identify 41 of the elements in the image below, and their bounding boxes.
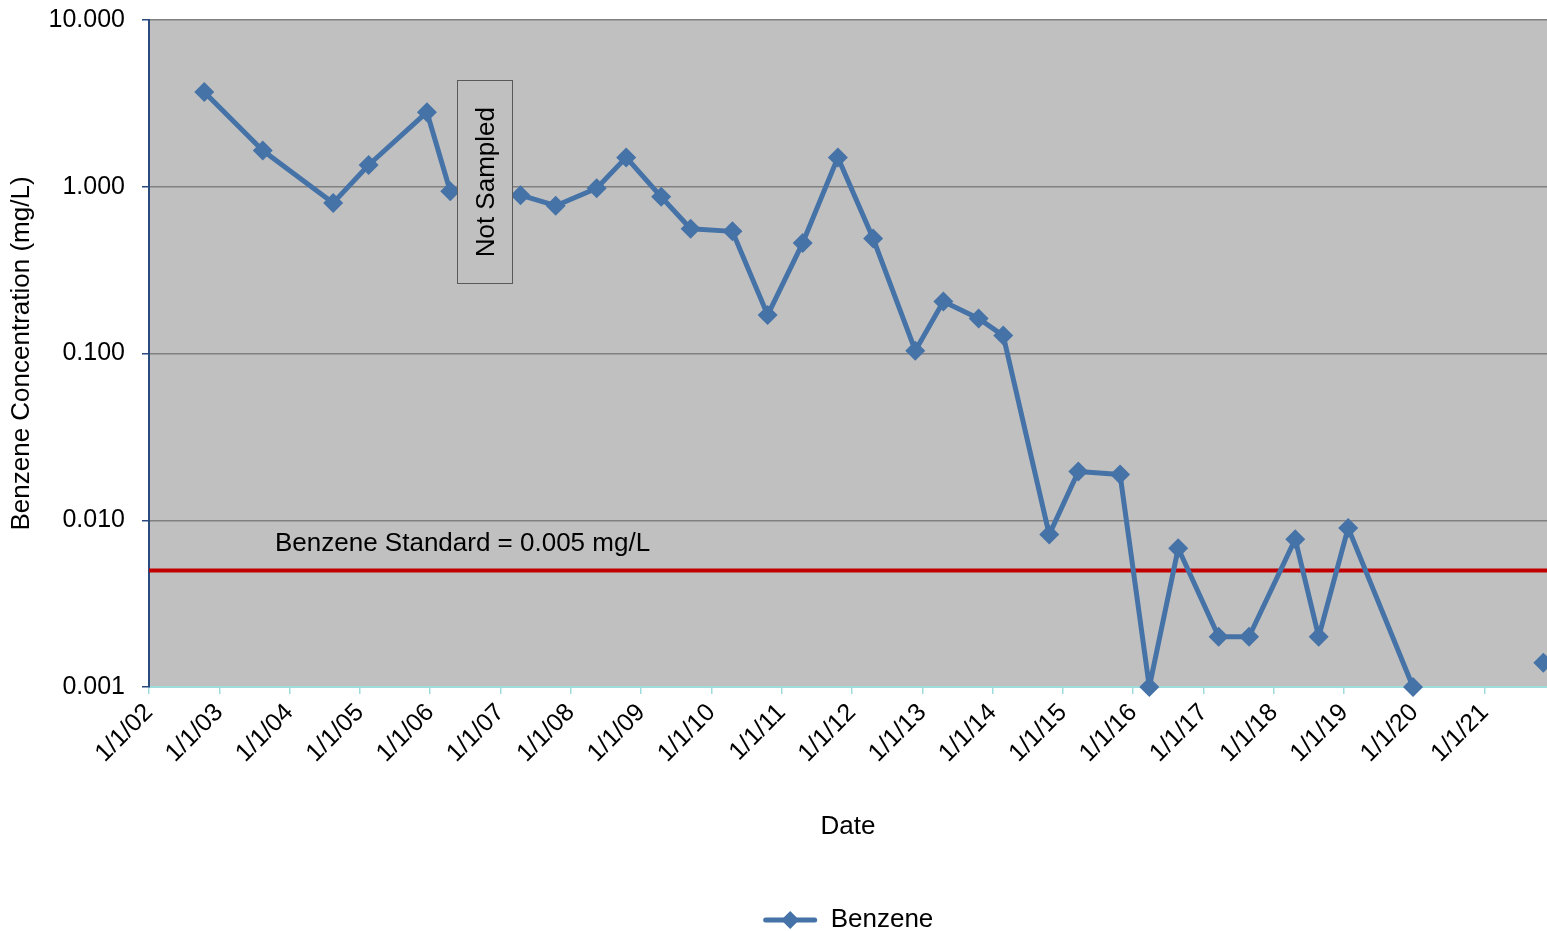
point	[792, 232, 813, 253]
x-axis-title: Date	[820, 809, 876, 840]
point	[545, 195, 566, 216]
point	[933, 291, 954, 312]
point	[1208, 626, 1229, 647]
note-box: Not Sampled	[457, 80, 514, 285]
point	[586, 178, 607, 199]
ref-line-label: Benzene Standard = 0.005 mg/L	[275, 526, 651, 557]
point	[1068, 461, 1089, 482]
point	[252, 140, 273, 161]
point	[1139, 677, 1160, 697]
point	[1403, 677, 1424, 697]
point	[1338, 517, 1359, 538]
point	[358, 155, 379, 176]
point	[1168, 538, 1189, 559]
point	[757, 305, 778, 326]
point	[323, 192, 344, 213]
point	[905, 340, 926, 361]
point	[1110, 464, 1131, 485]
point	[416, 102, 437, 123]
annotation: Not Sampled	[469, 107, 502, 258]
y-tick-label: 0.100	[62, 337, 125, 366]
point	[968, 308, 989, 329]
point	[722, 221, 743, 242]
y-tick-label: 1.000	[62, 170, 125, 199]
point	[616, 147, 637, 168]
y-tick-label: 0.001	[62, 670, 125, 699]
point	[827, 147, 848, 168]
point	[1039, 524, 1060, 545]
point	[510, 185, 531, 206]
y-tick-label: 0.010	[62, 504, 125, 533]
point	[680, 218, 701, 239]
legend-label: Benzene	[830, 903, 934, 931]
point	[863, 228, 884, 249]
point	[1239, 626, 1260, 647]
y-axis-title: Benzene Concentration (mg/L)	[4, 176, 35, 531]
point	[651, 186, 672, 207]
point	[194, 82, 215, 102]
point	[1285, 529, 1306, 550]
point	[993, 325, 1014, 346]
y-tick-label: 10.000	[48, 3, 125, 32]
